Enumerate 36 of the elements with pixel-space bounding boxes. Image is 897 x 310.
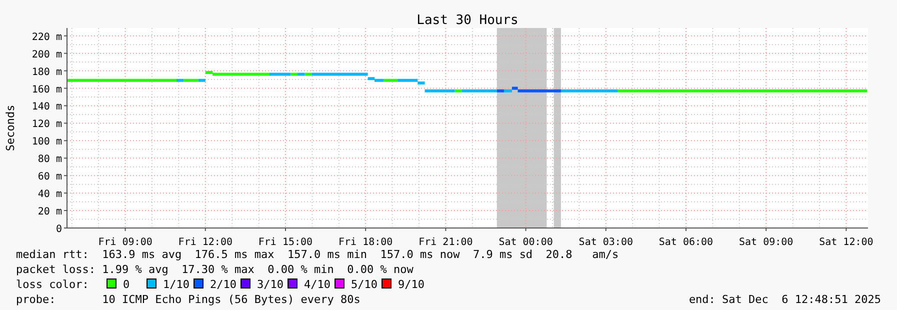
y-tick-label: 200 m <box>32 49 62 60</box>
x-tick-label: Sat 09:00 <box>739 237 794 248</box>
y-tick-label: 20 m <box>38 206 62 218</box>
text: median rtt: 163.9 ms avg 176.5 ms max 157.0 ms min 157.0 ms now 7.9 ms sd 20.8 am/s <box>16 248 619 261</box>
x-tick-label: Sat 03:00 <box>578 237 633 248</box>
chart-title: Last 30 Hours <box>416 13 518 28</box>
x-tick-label: Fri 21:00 <box>418 237 473 248</box>
legend-label: 2/10 <box>210 278 236 291</box>
x-tick-label: Sat 00:00 <box>498 237 553 248</box>
text: probe: 10 ICMP Echo Pings (56 Bytes) every 80s <box>16 293 360 306</box>
legend-label: 3/10 <box>257 278 284 291</box>
legend-label: 5/10 <box>351 278 378 291</box>
y-tick-label: 80 m <box>38 154 62 166</box>
y-tick-label: 180 m <box>32 66 62 78</box>
y-tick-label: 60 m <box>38 172 62 183</box>
x-tick-label: Sat 12:00 <box>819 237 874 248</box>
legend-title: loss color: <box>16 278 89 291</box>
y-tick-label: 100 m <box>32 136 62 148</box>
legend-label: 4/10 <box>304 278 330 291</box>
y-tick-label: 0 <box>56 224 62 235</box>
x-tick-label: Fri 12:00 <box>178 237 232 248</box>
y-axis-title: Seconds <box>4 104 17 152</box>
x-tick-label: Fri 18:00 <box>338 237 393 248</box>
x-tick-label: Sat 06:00 <box>658 237 714 248</box>
y-tick-label: 40 m <box>38 189 62 200</box>
legend-label: 0 <box>123 278 130 291</box>
x-tick-label: Fri 09:00 <box>98 237 152 248</box>
y-tick-label: 140 m <box>32 102 62 113</box>
x-tick-label: Fri 15:00 <box>258 237 313 248</box>
text: packet loss: 1.99 % avg 17.30 % max 0.00 % min 0.00 % now <box>16 263 414 276</box>
text: end: Sat Dec 6 12:48:51 2025 <box>688 293 881 306</box>
legend-label: 1/10 <box>163 278 190 291</box>
y-tick-label: 120 m <box>32 119 62 130</box>
legend-label: 9/10 <box>398 278 424 291</box>
y-tick-label: 220 m <box>32 32 62 43</box>
y-tick-label: 160 m <box>32 84 62 96</box>
